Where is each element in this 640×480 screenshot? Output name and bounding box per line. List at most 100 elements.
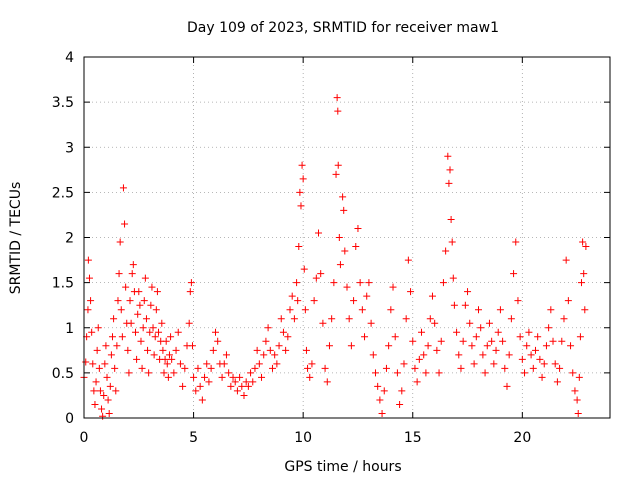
data-point	[523, 342, 531, 350]
data-point	[531, 346, 539, 354]
data-point	[310, 297, 318, 305]
data-point	[449, 274, 457, 282]
data-point	[374, 382, 382, 390]
data-point	[398, 387, 406, 395]
data-point	[298, 161, 306, 169]
data-point	[371, 369, 379, 377]
data-point	[549, 337, 557, 345]
data-point	[325, 342, 333, 350]
data-point	[567, 342, 575, 350]
data-point	[87, 297, 95, 305]
data-point	[455, 351, 463, 359]
data-point	[453, 328, 461, 336]
data-point	[236, 373, 244, 381]
data-point	[260, 351, 268, 359]
data-point	[112, 387, 120, 395]
data-point	[335, 234, 343, 241]
data-point	[468, 342, 476, 350]
x-tick-label: 5	[189, 430, 198, 446]
y-tick-label: 1	[65, 321, 74, 337]
data-point	[247, 369, 255, 377]
data-point	[159, 346, 167, 354]
axis-ticks: 0 0.5 1 1.5 2 2.5 3 3.5 4 0 5 10 15 20	[52, 50, 610, 446]
data-point	[551, 360, 559, 368]
data-point	[315, 229, 323, 237]
data-point	[148, 283, 156, 291]
data-point	[141, 274, 149, 282]
data-point	[196, 382, 204, 390]
data-point	[155, 328, 163, 336]
data-point	[229, 373, 237, 381]
data-point	[481, 369, 489, 377]
data-point	[163, 360, 171, 368]
data-point	[220, 360, 228, 368]
data-point	[457, 364, 465, 372]
data-point	[242, 378, 250, 386]
data-point	[114, 297, 122, 305]
data-point	[88, 328, 96, 336]
data-point	[295, 243, 303, 251]
data-point	[160, 369, 168, 377]
data-point	[538, 373, 546, 381]
data-point	[116, 238, 124, 246]
data-point	[339, 193, 347, 201]
data-point	[356, 279, 364, 287]
data-point	[99, 412, 107, 420]
data-point	[168, 355, 176, 363]
data-point	[312, 274, 320, 282]
data-point	[575, 373, 583, 381]
data-point	[240, 391, 248, 399]
data-point	[525, 328, 533, 336]
data-point	[485, 319, 493, 327]
x-tick-label: 10	[294, 430, 312, 446]
data-point	[203, 360, 211, 368]
data-point	[514, 297, 522, 305]
data-point	[319, 319, 327, 327]
data-point	[284, 333, 292, 341]
data-point	[365, 279, 373, 287]
data-point	[117, 306, 125, 314]
data-point	[424, 342, 432, 350]
data-point	[140, 297, 148, 305]
data-point	[545, 324, 553, 332]
data-point	[393, 369, 401, 377]
data-point	[165, 351, 173, 359]
data-point	[400, 360, 408, 368]
data-point	[578, 279, 586, 287]
data-point	[501, 364, 509, 372]
data-point	[507, 315, 515, 323]
y-tick-label: 4	[65, 50, 74, 66]
data-point	[582, 243, 590, 251]
data-point	[302, 346, 310, 354]
data-point	[105, 409, 113, 417]
data-point	[167, 333, 175, 341]
data-point	[146, 328, 154, 336]
data-point	[207, 364, 215, 372]
data-point	[358, 306, 366, 314]
data-point	[198, 396, 206, 404]
data-point	[328, 315, 336, 323]
data-point	[275, 342, 283, 350]
data-point	[194, 364, 202, 372]
data-point	[113, 342, 121, 350]
data-point	[92, 378, 100, 386]
data-point	[542, 342, 550, 350]
data-point	[181, 364, 189, 372]
data-point	[294, 297, 302, 305]
data-point	[132, 328, 140, 336]
data-point	[145, 369, 153, 377]
data-point	[352, 243, 360, 251]
data-point	[317, 270, 325, 278]
data-point	[179, 382, 187, 390]
y-tick-label: 3.5	[52, 95, 74, 111]
data-point	[262, 337, 270, 345]
data-point	[90, 387, 98, 395]
data-point	[382, 364, 390, 372]
data-point	[279, 328, 287, 336]
data-point	[153, 288, 161, 296]
x-axis-label: GPS time / hours	[284, 459, 401, 475]
data-point	[340, 206, 348, 214]
data-point	[288, 292, 296, 300]
data-point	[446, 166, 454, 174]
